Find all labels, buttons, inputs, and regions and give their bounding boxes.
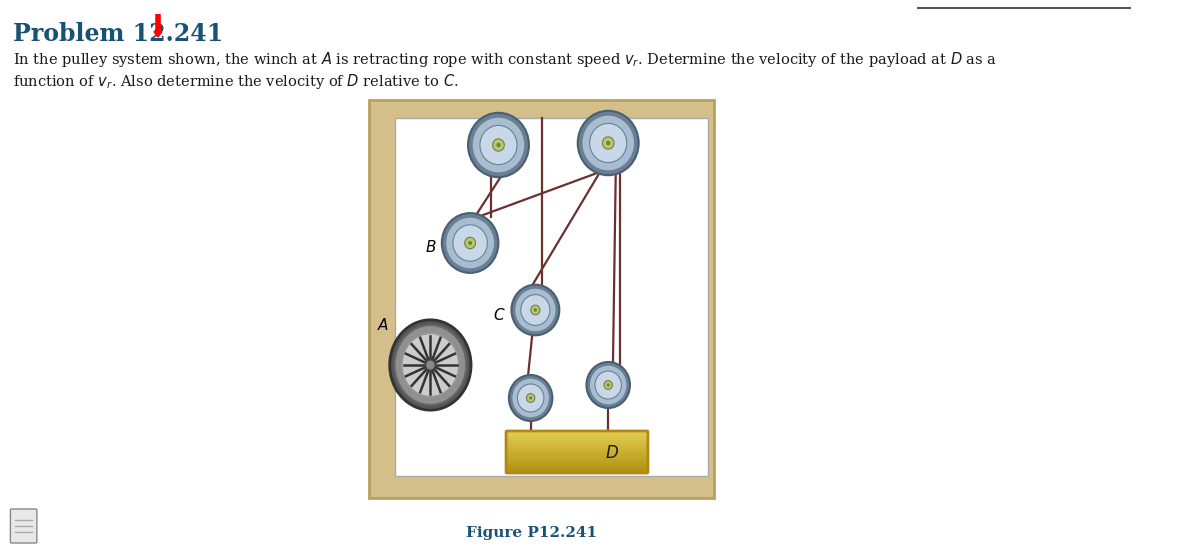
Ellipse shape — [390, 320, 472, 410]
Ellipse shape — [395, 325, 467, 405]
Ellipse shape — [517, 384, 544, 412]
Circle shape — [602, 137, 614, 149]
Circle shape — [606, 141, 611, 145]
Text: $B$: $B$ — [425, 239, 436, 255]
Circle shape — [530, 305, 540, 315]
Bar — [506, 444, 647, 446]
Bar — [506, 467, 647, 468]
Circle shape — [468, 241, 472, 245]
Bar — [506, 438, 647, 439]
Text: Problem 12.241: Problem 12.241 — [13, 22, 223, 46]
Ellipse shape — [480, 125, 517, 165]
Polygon shape — [154, 27, 162, 37]
Ellipse shape — [515, 288, 556, 332]
Bar — [506, 470, 647, 473]
Bar — [506, 460, 647, 462]
Bar — [506, 442, 647, 445]
Bar — [506, 432, 647, 434]
Ellipse shape — [509, 375, 552, 421]
Bar — [506, 448, 647, 450]
Bar — [506, 468, 647, 470]
Circle shape — [534, 308, 538, 312]
Text: In the pulley system shown, the winch at $A$ is retracting rope with constant sp: In the pulley system shown, the winch at… — [13, 50, 997, 69]
Text: $A$: $A$ — [377, 317, 389, 333]
Ellipse shape — [445, 217, 494, 269]
Text: function of $v_r$. Also determine the velocity of $D$ relative to $C$.: function of $v_r$. Also determine the ve… — [13, 72, 458, 91]
Bar — [506, 453, 647, 455]
Bar — [506, 451, 647, 452]
Bar — [506, 457, 647, 459]
Circle shape — [604, 380, 612, 389]
Bar — [506, 458, 647, 461]
Ellipse shape — [402, 333, 458, 396]
Text: Figure P12.241: Figure P12.241 — [467, 526, 598, 540]
Ellipse shape — [452, 225, 487, 261]
Ellipse shape — [589, 124, 626, 163]
Bar — [506, 464, 647, 466]
Ellipse shape — [511, 378, 550, 418]
Circle shape — [527, 394, 535, 402]
Bar — [506, 466, 647, 467]
Ellipse shape — [468, 113, 529, 177]
Bar — [506, 445, 647, 447]
Bar — [506, 463, 647, 464]
Bar — [506, 455, 647, 457]
Bar — [506, 469, 647, 471]
Circle shape — [493, 139, 504, 151]
Ellipse shape — [511, 285, 559, 335]
Bar — [506, 456, 647, 458]
Ellipse shape — [442, 213, 498, 273]
Ellipse shape — [577, 111, 638, 175]
Bar — [395, 340, 416, 390]
Ellipse shape — [595, 371, 622, 399]
Bar — [506, 461, 647, 463]
Bar — [506, 435, 647, 436]
Circle shape — [426, 360, 436, 370]
Ellipse shape — [582, 115, 635, 171]
Bar — [506, 441, 647, 443]
Bar — [506, 447, 647, 449]
Circle shape — [497, 143, 500, 147]
Circle shape — [607, 383, 610, 386]
Ellipse shape — [521, 295, 550, 326]
Bar — [506, 452, 647, 454]
Circle shape — [464, 237, 475, 249]
Bar — [506, 436, 647, 438]
Bar — [506, 440, 647, 442]
Text: $C$: $C$ — [493, 307, 505, 323]
Bar — [506, 449, 647, 451]
FancyBboxPatch shape — [11, 509, 37, 543]
Circle shape — [529, 396, 532, 400]
Ellipse shape — [472, 117, 524, 173]
Bar — [395, 118, 708, 476]
Bar — [506, 433, 647, 435]
Bar — [506, 439, 647, 440]
Text: $D$: $D$ — [605, 445, 619, 462]
Ellipse shape — [589, 365, 628, 405]
Ellipse shape — [587, 362, 630, 408]
Bar — [368, 100, 714, 498]
